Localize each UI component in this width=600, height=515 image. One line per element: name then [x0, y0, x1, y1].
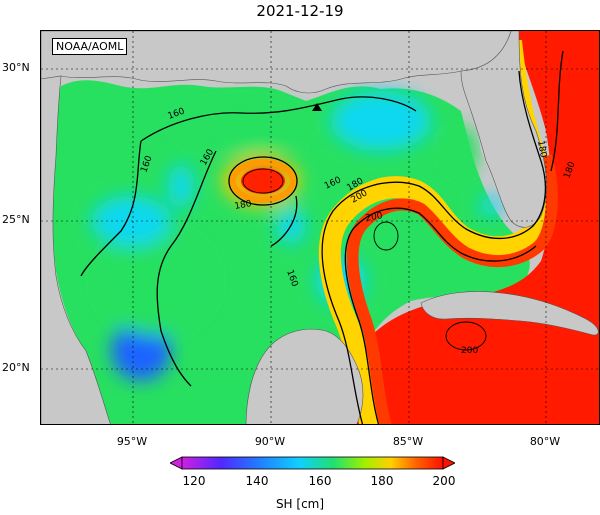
mexico-land: [41, 75, 111, 424]
contour-200-loop: [344, 207, 537, 424]
eddy-orange-ring: [230, 159, 296, 203]
contour-190-eddy: [242, 168, 284, 194]
lat-label-25n: 25°N: [2, 213, 30, 226]
lon-label-95w: 95°W: [116, 435, 148, 448]
contour-label: 200: [365, 211, 384, 224]
yucatan-land: [245, 328, 364, 424]
lon-label-90w: 90°W: [254, 435, 286, 448]
colorbar-tick: 200: [432, 474, 456, 488]
colorbar-gradient: [181, 456, 444, 470]
map-title: 2021-12-19: [256, 2, 344, 20]
colorbar-low-arrow: [170, 456, 183, 470]
sea-height-map: 160 160 160 180 160 180 160 180 200 200 …: [41, 31, 599, 424]
graticule: [41, 31, 599, 424]
station-marker-triangle: [312, 103, 322, 111]
lat-label-20n: 20°N: [2, 361, 30, 374]
lat-label-30n: 30°N: [2, 61, 30, 74]
contour-180-atlantic: [550, 50, 564, 172]
contour-180-loop: [321, 70, 547, 424]
colorbar-high-arrow: [442, 456, 455, 470]
contour-200-east: [373, 221, 399, 251]
loop-current-core: [346, 154, 558, 424]
eddy-red-core: [241, 168, 285, 194]
contour-lines: [80, 50, 564, 424]
lon-label-85w: 85°W: [392, 435, 424, 448]
colorbar-tick: 180: [370, 474, 394, 488]
lon-label-80w: 80°W: [529, 435, 561, 448]
contour-180-eddy: [228, 156, 298, 206]
gulf-water: [52, 80, 530, 424]
contour-160-west: [80, 140, 142, 277]
contour-label: 180: [535, 140, 548, 159]
contour-label: 180: [234, 199, 253, 212]
contour-160-middle: [156, 150, 217, 387]
colorbar-tick: 120: [182, 474, 206, 488]
atlantic-water: [341, 31, 599, 424]
colorbar-label: SH [cm]: [275, 497, 325, 511]
colorbar: [170, 456, 455, 470]
ocean-field: [41, 31, 599, 424]
colorbar-tick: 160: [308, 474, 332, 488]
colorbar-tick: 140: [245, 474, 269, 488]
us-gulf-coast-land: [41, 31, 512, 94]
contour-160-east: [270, 195, 298, 247]
map-panel: 160 160 160 180 160 180 160 180 200 200 …: [40, 30, 600, 425]
cuba-land: [420, 291, 599, 336]
contour-200-caribbean: [445, 321, 487, 351]
contour-label: 200: [461, 346, 478, 356]
credit-label: NOAA/AOML: [52, 38, 128, 55]
contour-160-north: [140, 96, 417, 142]
